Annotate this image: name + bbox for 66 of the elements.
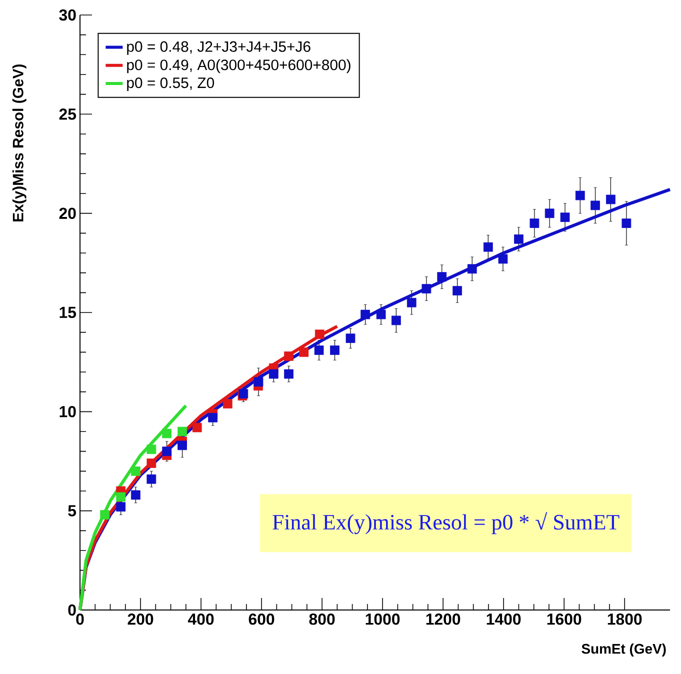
point bbox=[422, 284, 432, 294]
point bbox=[146, 444, 156, 454]
x-tick-label: 200 bbox=[128, 614, 154, 625]
point bbox=[498, 254, 508, 264]
x-tick-label: 1200 bbox=[426, 614, 460, 625]
point bbox=[130, 466, 140, 476]
x-axis-title: SumEt (GeV) bbox=[582, 644, 666, 657]
x-tick-label: 1600 bbox=[547, 614, 582, 625]
point bbox=[360, 310, 370, 320]
point bbox=[208, 412, 218, 422]
y-axis-title: Ex(y)Miss Resol (GeV) bbox=[12, 64, 26, 222]
point bbox=[406, 298, 416, 308]
y-tick-label: 10 bbox=[60, 406, 76, 418]
x-tick-label: 0 bbox=[76, 614, 84, 625]
point bbox=[299, 347, 309, 357]
legend-label: p0 = 0.55, Z0 bbox=[127, 78, 214, 92]
point bbox=[575, 190, 585, 200]
point bbox=[116, 502, 126, 512]
x-tick-label: 1800 bbox=[608, 614, 642, 625]
point bbox=[437, 272, 447, 282]
y-tick-label: 30 bbox=[59, 9, 76, 21]
point bbox=[622, 218, 632, 228]
point bbox=[284, 351, 294, 361]
point bbox=[606, 194, 616, 204]
point bbox=[346, 334, 356, 343]
point bbox=[130, 490, 140, 500]
point bbox=[483, 242, 493, 252]
x-tick-label: 600 bbox=[248, 614, 274, 625]
point bbox=[514, 234, 524, 244]
point bbox=[146, 474, 156, 484]
x-tick-label: 1000 bbox=[366, 614, 400, 625]
point bbox=[162, 446, 172, 456]
x-tick-label: 1400 bbox=[486, 614, 521, 625]
legend-label: p0 = 0.48, J2+J3+J4+J5+J6 bbox=[127, 41, 310, 55]
y-tick-label: 0 bbox=[68, 604, 76, 616]
point bbox=[544, 208, 554, 218]
point bbox=[392, 316, 401, 326]
x-tick-label: 400 bbox=[188, 614, 214, 625]
point bbox=[560, 212, 570, 222]
point bbox=[178, 440, 187, 450]
point bbox=[530, 218, 540, 228]
legend-label: p0 = 0.49, A0(300+450+600+800) bbox=[127, 59, 350, 74]
point bbox=[284, 369, 294, 379]
point bbox=[452, 286, 462, 296]
y-tick-label: 20 bbox=[59, 208, 76, 219]
point bbox=[314, 345, 324, 355]
point bbox=[222, 399, 232, 408]
point bbox=[268, 369, 278, 379]
point bbox=[116, 492, 126, 502]
point bbox=[467, 264, 477, 274]
line-series bbox=[78, 404, 188, 612]
y-tick-label: 15 bbox=[60, 306, 76, 318]
point bbox=[376, 310, 386, 320]
point bbox=[100, 510, 110, 520]
annotation: Final Ex(y)miss Resol = p0 * √ SumET bbox=[272, 512, 620, 534]
point bbox=[178, 426, 187, 436]
y-tick-label: 25 bbox=[59, 108, 76, 120]
point bbox=[254, 377, 264, 387]
x-tick-label: 800 bbox=[309, 614, 335, 625]
point bbox=[330, 345, 340, 355]
point bbox=[162, 428, 172, 438]
point bbox=[590, 200, 600, 210]
point bbox=[146, 458, 156, 468]
point bbox=[192, 422, 202, 432]
y-tick-label: 5 bbox=[68, 505, 76, 516]
point bbox=[314, 330, 324, 339]
